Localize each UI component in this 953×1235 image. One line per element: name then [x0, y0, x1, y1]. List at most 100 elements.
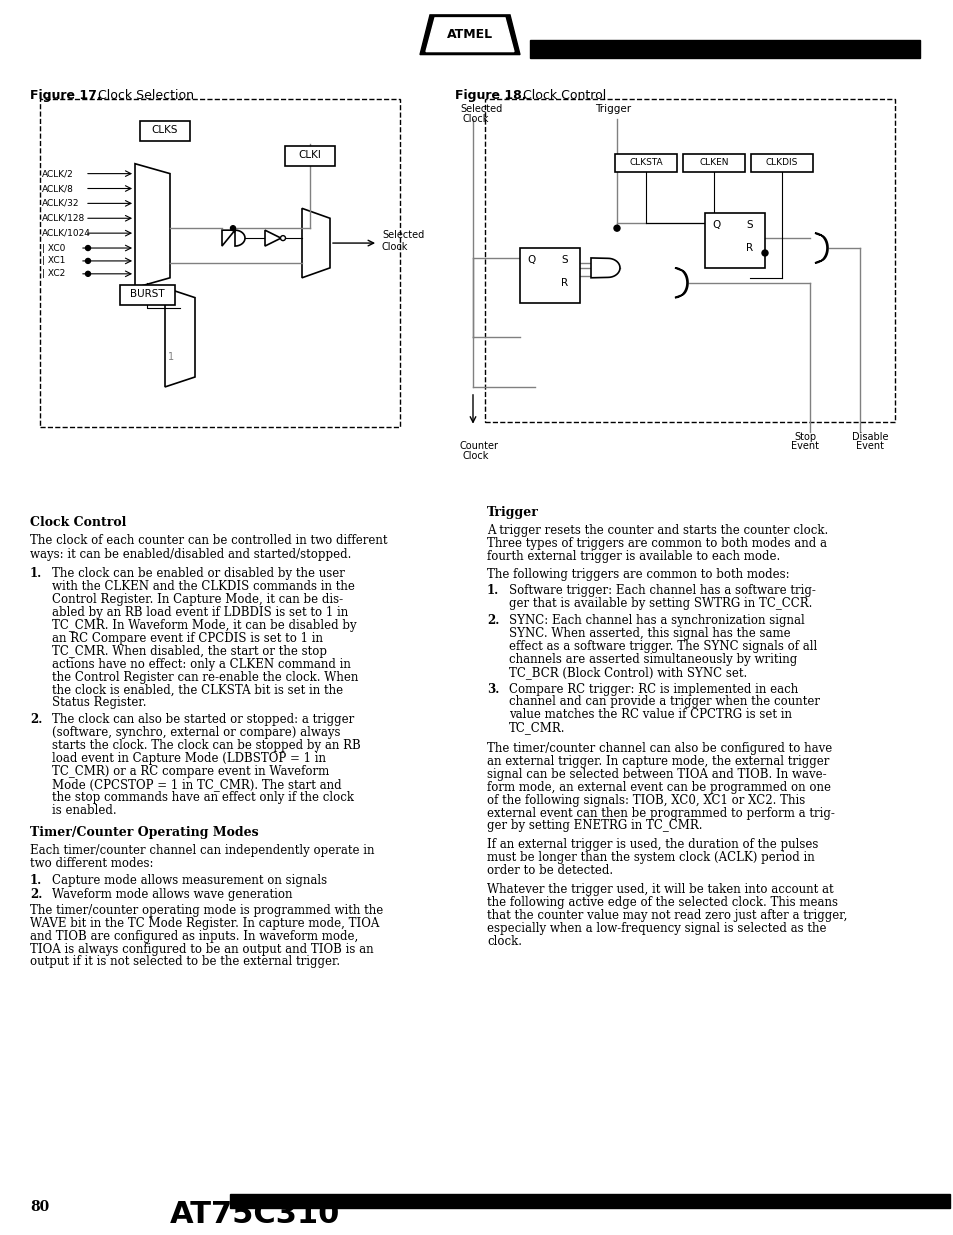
Polygon shape	[222, 230, 245, 246]
Text: Clock: Clock	[462, 114, 489, 124]
Text: TC_CMR.: TC_CMR.	[509, 721, 565, 735]
Text: an RC Compare event if CPCDIS is set to 1 in: an RC Compare event if CPCDIS is set to …	[52, 632, 323, 645]
Text: R: R	[561, 278, 568, 288]
Text: clock.: clock.	[486, 935, 521, 947]
Text: ACLK/8: ACLK/8	[42, 184, 73, 193]
Text: Compare RC trigger: RC is implemented in each: Compare RC trigger: RC is implemented in…	[509, 683, 798, 695]
Text: with the CLKEN and the CLKDIS commands in the: with the CLKEN and the CLKDIS commands i…	[52, 580, 355, 593]
Text: ACLK/128: ACLK/128	[42, 214, 85, 222]
Text: ger by setting ENETRG in TC_CMR.: ger by setting ENETRG in TC_CMR.	[486, 820, 701, 832]
Text: Trigger: Trigger	[595, 104, 631, 114]
Text: must be longer than the system clock (ACLK) period in: must be longer than the system clock (AC…	[486, 851, 814, 864]
Text: CLKDIS: CLKDIS	[765, 158, 798, 167]
Text: that the counter value may not read zero just after a trigger,: that the counter value may not read zero…	[486, 909, 846, 921]
Polygon shape	[814, 233, 827, 263]
Text: Figure 17.: Figure 17.	[30, 89, 102, 103]
Text: CLKEN: CLKEN	[699, 158, 728, 167]
Text: Q: Q	[712, 220, 720, 230]
Bar	[615, 154, 677, 172]
Text: form mode, an external event can be programmed on one: form mode, an external event can be prog…	[486, 781, 830, 794]
Text: The clock of each counter can be controlled in two different: The clock of each counter can be control…	[30, 534, 387, 547]
Text: Capture mode allows measurement on signals: Capture mode allows measurement on signa…	[52, 874, 327, 887]
Text: effect as a software trigger. The SYNC signals of all: effect as a software trigger. The SYNC s…	[509, 640, 817, 653]
Text: Counter: Counter	[459, 441, 498, 452]
Text: of the following signals: TIOB, XC0, XC1 or XC2. This: of the following signals: TIOB, XC0, XC1…	[486, 794, 804, 806]
Bar	[682, 154, 744, 172]
Text: Control Register. In Capture Mode, it can be dis-: Control Register. In Capture Mode, it ca…	[52, 593, 343, 606]
Text: actions have no effect: only a CLKEN command in: actions have no effect: only a CLKEN com…	[52, 658, 351, 671]
Text: Clock: Clock	[462, 452, 489, 462]
Text: is enabled.: is enabled.	[52, 804, 116, 816]
Text: (software, synchro, external or compare) always: (software, synchro, external or compare)…	[52, 726, 340, 740]
Text: Status Register.: Status Register.	[52, 697, 147, 709]
Text: CLKSTA: CLKSTA	[629, 158, 662, 167]
Text: the Control Register can re-enable the clock. When: the Control Register can re-enable the c…	[52, 671, 358, 684]
Bar	[519, 248, 579, 303]
Bar	[750, 154, 812, 172]
Polygon shape	[302, 209, 330, 278]
Bar	[120, 285, 174, 305]
Text: 1.: 1.	[30, 874, 42, 887]
Text: TC_CMR. When disabled, the start or the stop: TC_CMR. When disabled, the start or the …	[52, 645, 327, 658]
Text: A trigger resets the counter and starts the counter clock.: A trigger resets the counter and starts …	[486, 524, 827, 537]
Circle shape	[614, 225, 619, 231]
Text: load event in Capture Mode (LDBSTOP = 1 in: load event in Capture Mode (LDBSTOP = 1 …	[52, 752, 326, 764]
Text: 1.: 1.	[30, 568, 42, 580]
Bar	[530, 40, 919, 58]
Text: Waveform mode allows wave generation: Waveform mode allows wave generation	[52, 888, 293, 902]
Text: order to be detected.: order to be detected.	[486, 864, 613, 877]
Polygon shape	[165, 288, 194, 387]
Text: TC_CMR. In Waveform Mode, it can be disabled by: TC_CMR. In Waveform Mode, it can be disa…	[52, 619, 356, 632]
Text: SYNC. When asserted, this signal has the same: SYNC. When asserted, this signal has the…	[509, 627, 790, 640]
Polygon shape	[135, 164, 170, 288]
Text: an external trigger. In capture mode, the external trigger: an external trigger. In capture mode, th…	[486, 755, 828, 768]
Text: Selected
Clock: Selected Clock	[381, 230, 424, 252]
Text: especially when a low-frequency signal is selected as the: especially when a low-frequency signal i…	[486, 921, 825, 935]
Text: output if it is not selected to be the external trigger.: output if it is not selected to be the e…	[30, 956, 340, 968]
Text: TC_BCR (Block Control) with SYNC set.: TC_BCR (Block Control) with SYNC set.	[509, 666, 746, 679]
Text: ACLK/32: ACLK/32	[42, 199, 79, 207]
Text: starts the clock. The clock can be stopped by an RB: starts the clock. The clock can be stopp…	[52, 739, 360, 752]
Bar	[484, 99, 894, 421]
Text: Clock Selection: Clock Selection	[98, 89, 193, 103]
Text: The clock can also be started or stopped: a trigger: The clock can also be started or stopped…	[52, 714, 354, 726]
Text: 2.: 2.	[486, 614, 498, 627]
Text: Whatever the trigger used, it will be taken into account at: Whatever the trigger used, it will be ta…	[486, 883, 833, 895]
Bar	[704, 214, 764, 268]
Text: Clock Control: Clock Control	[522, 89, 605, 103]
Bar	[230, 1194, 949, 1208]
Text: SYNC: Each channel has a synchronization signal: SYNC: Each channel has a synchronization…	[509, 614, 804, 627]
Circle shape	[280, 236, 285, 241]
Text: the clock is enabled, the CLKSTA bit is set in the: the clock is enabled, the CLKSTA bit is …	[52, 683, 343, 697]
Text: Timer/Counter Operating Modes: Timer/Counter Operating Modes	[30, 826, 258, 840]
Text: WAVE bit in the TC Mode Register. In capture mode, TIOA: WAVE bit in the TC Mode Register. In cap…	[30, 916, 379, 930]
Circle shape	[231, 226, 235, 231]
Text: The following triggers are common to both modes:: The following triggers are common to bot…	[486, 568, 789, 582]
Text: Trigger: Trigger	[486, 506, 538, 519]
Text: and TIOB are configured as inputs. In waveform mode,: and TIOB are configured as inputs. In wa…	[30, 930, 358, 942]
Bar	[140, 121, 190, 141]
Text: 1: 1	[168, 352, 174, 362]
Text: S: S	[746, 220, 753, 230]
Text: The timer/counter operating mode is programmed with the: The timer/counter operating mode is prog…	[30, 904, 383, 916]
Text: CLKS: CLKS	[152, 125, 178, 135]
Text: | XC2: | XC2	[42, 269, 65, 278]
Text: fourth external trigger is available to each mode.: fourth external trigger is available to …	[486, 550, 780, 563]
Polygon shape	[426, 17, 514, 52]
Text: 3.: 3.	[486, 683, 498, 695]
Text: AT75C310: AT75C310	[170, 1200, 340, 1230]
Text: channels are asserted simultaneously by writing: channels are asserted simultaneously by …	[509, 653, 797, 666]
Text: abled by an RB load event if LDBDIS is set to 1 in: abled by an RB load event if LDBDIS is s…	[52, 606, 348, 619]
Text: 2.: 2.	[30, 714, 42, 726]
Text: ACLK/1024: ACLK/1024	[42, 228, 91, 237]
Text: Figure 18.: Figure 18.	[455, 89, 526, 103]
Text: R: R	[745, 243, 753, 253]
Text: 80: 80	[30, 1200, 50, 1214]
Text: 1.: 1.	[486, 584, 498, 598]
Text: ATMEL: ATMEL	[446, 28, 493, 41]
Text: Clock Control: Clock Control	[30, 516, 126, 529]
Text: Software trigger: Each channel has a software trig-: Software trigger: Each channel has a sof…	[509, 584, 815, 598]
Text: | XC1: | XC1	[42, 257, 66, 266]
Text: ger that is available by setting SWTRG in TC_CCR.: ger that is available by setting SWTRG i…	[509, 598, 812, 610]
Circle shape	[86, 246, 91, 251]
